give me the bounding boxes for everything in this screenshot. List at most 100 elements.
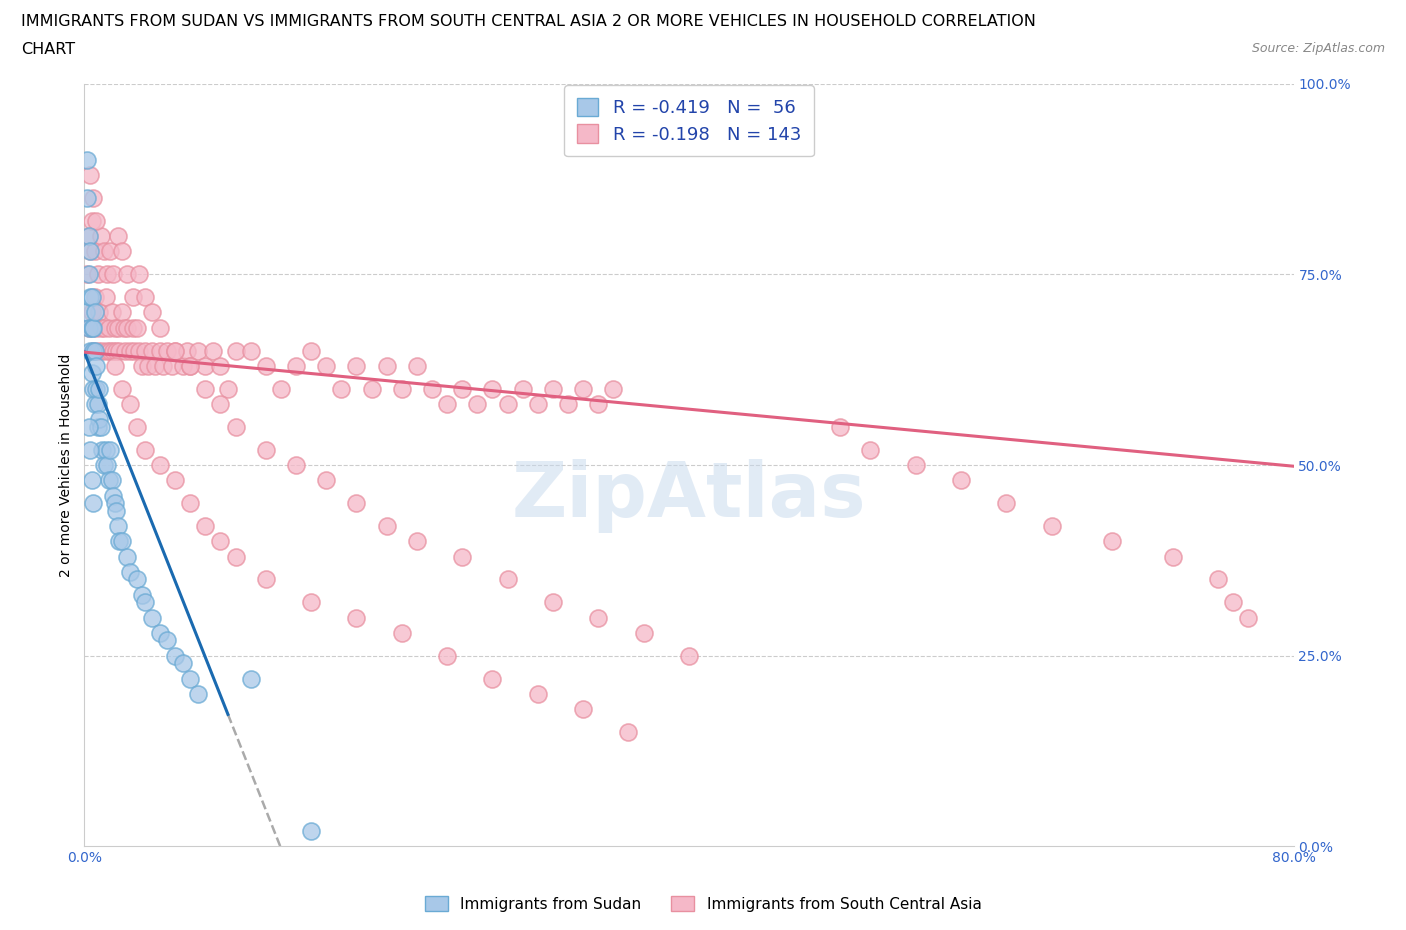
Point xyxy=(79,167,101,182)
Point xyxy=(91,343,114,358)
Point xyxy=(84,396,107,411)
Point xyxy=(82,343,104,358)
Point xyxy=(111,244,134,259)
Point xyxy=(1206,572,1229,587)
Point xyxy=(1161,549,1184,564)
Point xyxy=(108,534,131,549)
Point xyxy=(89,412,111,427)
Point xyxy=(94,443,117,458)
Point xyxy=(375,358,398,373)
Point xyxy=(209,358,232,373)
Point xyxy=(209,396,232,411)
Point xyxy=(98,343,121,358)
Point xyxy=(451,381,474,396)
Point xyxy=(588,610,610,625)
Point xyxy=(557,396,579,411)
Point xyxy=(107,519,129,534)
Text: ZipAtlas: ZipAtlas xyxy=(512,458,866,533)
Point xyxy=(90,320,112,335)
Point xyxy=(121,320,143,335)
Point xyxy=(406,358,429,373)
Point xyxy=(830,419,852,434)
Point xyxy=(86,320,108,335)
Point xyxy=(82,343,104,358)
Point xyxy=(107,320,129,335)
Point xyxy=(391,381,413,396)
Point xyxy=(451,549,474,564)
Point xyxy=(97,320,120,335)
Point xyxy=(541,381,564,396)
Point xyxy=(101,488,124,503)
Point xyxy=(156,343,179,358)
Point xyxy=(187,686,209,701)
Point xyxy=(572,381,595,396)
Point xyxy=(108,343,131,358)
Point xyxy=(285,358,308,373)
Point xyxy=(149,343,172,358)
Point xyxy=(91,443,114,458)
Point xyxy=(136,358,159,373)
Point xyxy=(80,290,103,305)
Point xyxy=(330,381,353,396)
Point xyxy=(111,381,134,396)
Point xyxy=(149,625,172,640)
Point xyxy=(420,381,443,396)
Point xyxy=(254,443,277,458)
Point xyxy=(194,519,217,534)
Point xyxy=(239,343,262,358)
Point xyxy=(179,496,201,511)
Point xyxy=(194,358,217,373)
Point xyxy=(436,648,458,663)
Point xyxy=(104,358,127,373)
Point xyxy=(100,305,122,320)
Point xyxy=(77,267,100,282)
Point xyxy=(127,419,149,434)
Point xyxy=(89,381,111,396)
Point xyxy=(98,244,121,259)
Point xyxy=(118,396,141,411)
Point xyxy=(112,320,135,335)
Point xyxy=(172,358,194,373)
Point xyxy=(160,358,183,373)
Point xyxy=(299,343,322,358)
Point xyxy=(315,472,337,487)
Point xyxy=(602,381,624,396)
Point xyxy=(93,458,115,472)
Point xyxy=(496,572,519,587)
Point xyxy=(572,701,595,716)
Point xyxy=(87,396,110,411)
Point xyxy=(134,595,156,610)
Point xyxy=(84,305,107,320)
Point xyxy=(527,686,550,701)
Point xyxy=(950,472,973,487)
Point xyxy=(995,496,1018,511)
Point xyxy=(76,191,98,206)
Point xyxy=(104,320,127,335)
Point xyxy=(145,358,167,373)
Point xyxy=(87,419,110,434)
Point xyxy=(104,496,127,511)
Point xyxy=(98,443,121,458)
Text: Source: ZipAtlas.com: Source: ZipAtlas.com xyxy=(1251,42,1385,55)
Point xyxy=(76,267,98,282)
Point xyxy=(80,214,103,229)
Point xyxy=(100,472,122,487)
Point xyxy=(375,519,398,534)
Point xyxy=(122,343,145,358)
Point xyxy=(131,358,153,373)
Point xyxy=(179,358,201,373)
Point xyxy=(97,472,120,487)
Point xyxy=(82,496,104,511)
Point xyxy=(76,153,98,167)
Point xyxy=(86,358,108,373)
Point xyxy=(118,565,141,579)
Point xyxy=(225,343,247,358)
Point xyxy=(436,396,458,411)
Point xyxy=(633,625,655,640)
Point xyxy=(79,343,101,358)
Point xyxy=(84,244,107,259)
Point xyxy=(96,458,118,472)
Point xyxy=(527,396,550,411)
Point xyxy=(187,343,209,358)
Point xyxy=(360,381,382,396)
